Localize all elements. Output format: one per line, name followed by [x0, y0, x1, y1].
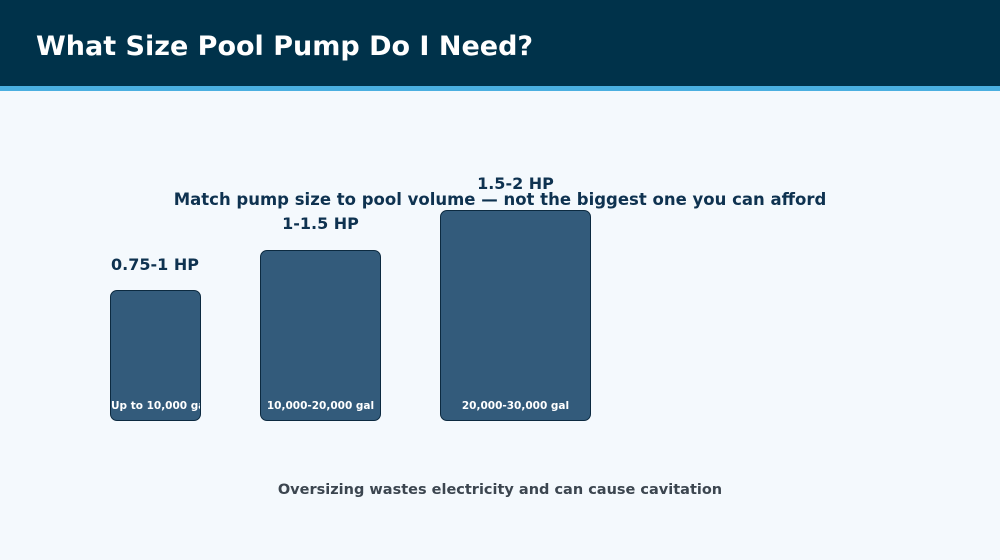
page-title: What Size Pool Pump Do I Need?: [36, 31, 534, 62]
pump-large-volume-label: 20,000-30,000 gal: [461, 400, 570, 412]
pump-medium-box: 10,000-20,000 gal: [260, 250, 381, 421]
pump-large-box: 20,000-30,000 gal: [440, 210, 591, 421]
footer-note: Oversizing wastes electricity and can ca…: [277, 482, 723, 498]
pump-medium-hp-label: 1-1.5 HP: [282, 214, 359, 233]
pump-small-box: Up to 10,000 gal: [110, 290, 201, 421]
pump-small-hp-label: 0.75-1 HP: [111, 255, 199, 274]
pump-medium-volume-label: 10,000-20,000 gal: [266, 400, 375, 412]
header-bar: [0, 0, 1000, 86]
header-accent-stripe: [0, 86, 1000, 91]
pump-large-hp-label: 1.5-2 HP: [477, 174, 554, 193]
subtitle: Match pump size to pool volume — not the…: [173, 190, 827, 209]
pump-small-volume-label: Up to 10,000 gal: [111, 400, 200, 412]
